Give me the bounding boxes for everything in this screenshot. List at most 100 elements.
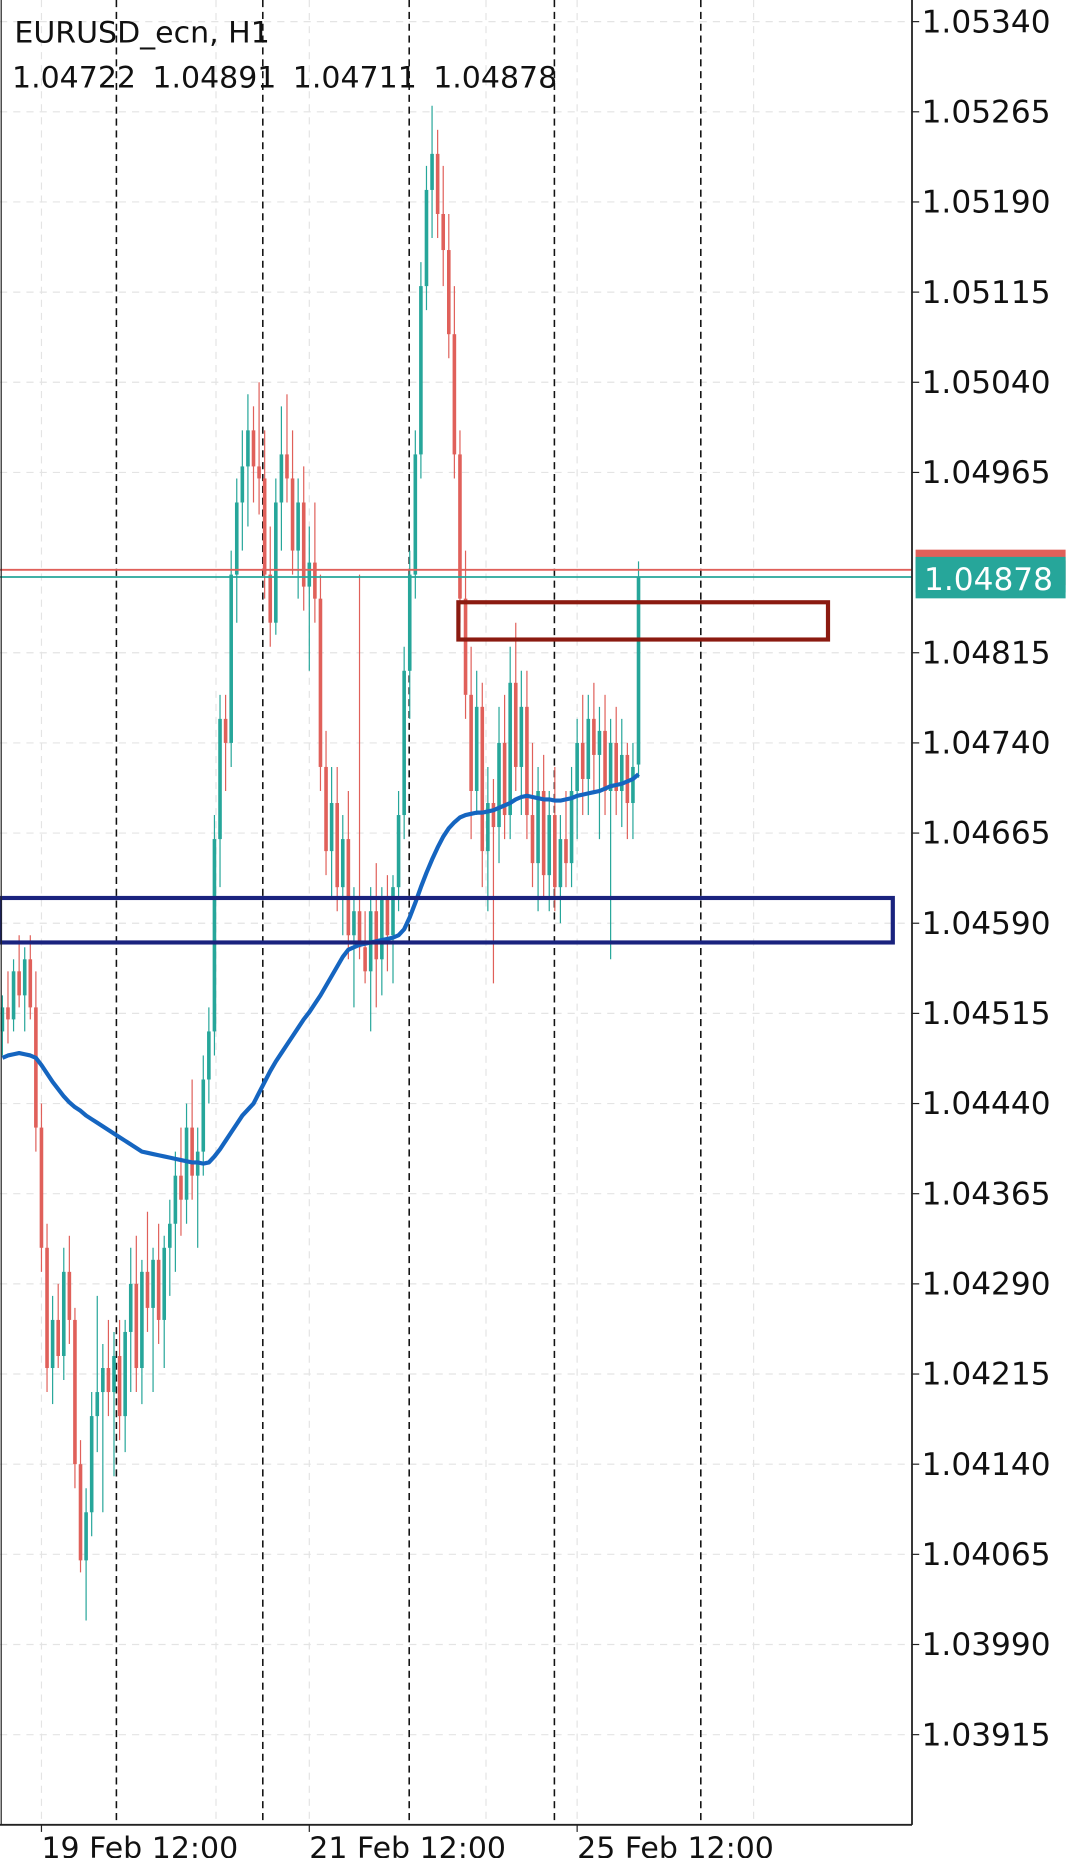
candle-body — [474, 706, 479, 791]
candle-body — [212, 839, 217, 1032]
candle-body — [592, 718, 596, 755]
candle-body — [424, 189, 429, 287]
x-tick-label: 21 Feb 12:00 — [309, 1831, 506, 1858]
y-tick-label: 1.04065 — [922, 1537, 1051, 1573]
candle-body — [480, 706, 485, 852]
candle-body — [536, 790, 540, 864]
y-tick-label: 1.04815 — [922, 636, 1051, 672]
candle-body — [614, 742, 618, 791]
y-tick-label: 1.04590 — [922, 906, 1051, 942]
candle-body — [430, 153, 434, 190]
candle-body — [223, 718, 228, 743]
candle-body — [318, 598, 323, 767]
candle-body — [246, 430, 250, 467]
candle-body — [78, 1464, 83, 1561]
candle-body — [402, 670, 406, 816]
candle-body — [73, 1319, 77, 1465]
y-tick-label: 1.03915 — [922, 1718, 1051, 1754]
candle-body — [285, 454, 289, 479]
last-price-label: 1.04878 — [924, 562, 1053, 598]
y-tick-label: 1.04140 — [922, 1447, 1051, 1483]
candle-body — [357, 911, 362, 948]
candle-body — [313, 562, 317, 599]
y-tick-label: 1.04290 — [922, 1267, 1051, 1303]
x-tick-label: 19 Feb 12:00 — [41, 1831, 238, 1858]
candle-body — [290, 478, 295, 551]
y-tick-label: 1.04440 — [922, 1086, 1051, 1122]
y-tick-label: 1.04740 — [922, 726, 1051, 762]
candle-body — [469, 694, 473, 791]
candle-body — [34, 1007, 38, 1128]
candle-body — [352, 911, 356, 936]
candle-body — [396, 815, 401, 888]
marks — [0, 105, 641, 1621]
candle-body — [190, 1127, 194, 1176]
symbol-title: EURUSD_ecn, H1 — [14, 16, 269, 51]
candle-body — [151, 1259, 155, 1308]
candle-body — [441, 213, 446, 251]
y-tick-label: 1.04665 — [922, 816, 1051, 852]
candle-body — [525, 706, 529, 816]
y-tick-label: 1.04965 — [922, 455, 1051, 491]
last-price-box — [915, 560, 1066, 599]
candle-body — [385, 899, 390, 936]
ohlc-readout: 1.04722 1.04891 1.04711 1.04878 — [12, 61, 557, 96]
x-tick-label: 25 Feb 12:00 — [577, 1831, 774, 1858]
candle-body — [229, 574, 233, 743]
candle-body — [391, 887, 395, 936]
candle-body — [619, 754, 624, 791]
candle-body — [11, 971, 16, 1020]
candle-body — [586, 718, 591, 779]
candle-body — [50, 1319, 55, 1369]
y-tick-label: 1.05340 — [922, 4, 1051, 40]
y-tick-label: 1.05190 — [922, 185, 1051, 221]
candle-body — [201, 1079, 206, 1152]
candle-body — [324, 766, 328, 852]
candle-body — [279, 454, 284, 503]
candle-body — [335, 803, 339, 888]
candle-body — [508, 682, 512, 816]
candle-body — [407, 574, 412, 671]
y-tick-label: 1.04215 — [922, 1357, 1051, 1393]
candle-body — [240, 466, 245, 503]
candle-body — [419, 286, 423, 455]
candle-body — [486, 803, 490, 852]
candle-body — [329, 803, 334, 852]
candle-body — [296, 502, 300, 551]
candle-body — [123, 1331, 127, 1417]
candle-body — [363, 947, 367, 972]
candle-body — [608, 742, 613, 791]
candle-body — [340, 839, 345, 888]
y-tick-label: 1.05115 — [922, 275, 1051, 311]
candle-body — [564, 839, 568, 864]
candle-body — [413, 454, 418, 575]
candle-body — [307, 562, 312, 587]
candle-body — [106, 1368, 111, 1393]
ohlc-value: 1.04891 — [152, 61, 276, 96]
candle-body — [39, 1127, 44, 1248]
candle-body — [541, 790, 546, 876]
candle-body — [28, 959, 33, 1008]
candle-body — [374, 911, 379, 960]
candle-body — [519, 706, 524, 767]
y-tick-label: 1.05265 — [922, 95, 1051, 131]
y-tick-label: 1.03990 — [922, 1627, 1051, 1663]
candle-body — [575, 742, 579, 791]
candle-body — [156, 1259, 161, 1320]
candle-body — [95, 1392, 100, 1417]
candle-body — [251, 430, 256, 467]
candle-body — [458, 454, 462, 599]
candle-body — [22, 959, 27, 996]
candle-body — [184, 1127, 189, 1200]
candle-body — [597, 730, 602, 755]
candle-body — [17, 971, 21, 996]
candle-body — [625, 754, 630, 804]
candle-body — [491, 803, 496, 828]
candle-body — [56, 1319, 60, 1356]
moving-average — [1, 772, 640, 1166]
candle-body — [530, 815, 535, 864]
candle-body — [502, 742, 507, 816]
candle-body — [117, 1355, 122, 1417]
